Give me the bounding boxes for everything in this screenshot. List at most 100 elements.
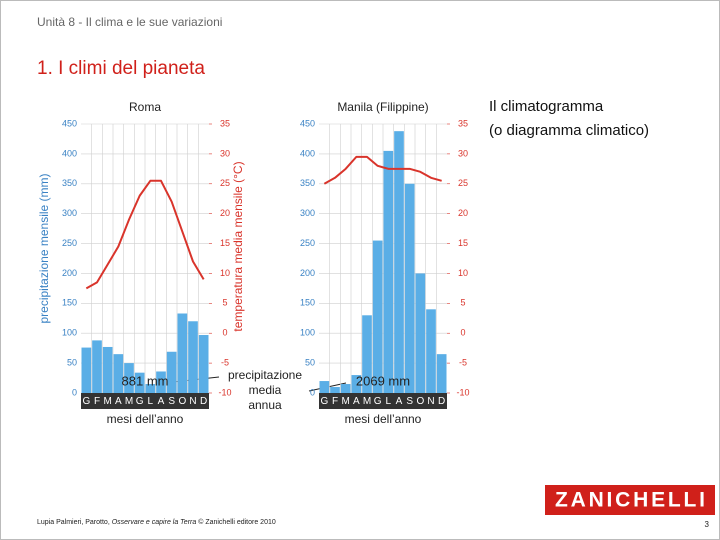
chart-title: Manila (Filippine) (337, 100, 428, 114)
bar (404, 183, 415, 393)
bar (319, 381, 330, 393)
bar (383, 150, 394, 393)
y2-tick-label: 5 (222, 298, 227, 308)
x-tick-label: M (125, 396, 133, 407)
x-tick-label: M (103, 396, 111, 407)
y2-tick-label: 35 (458, 118, 468, 128)
y2-axis-label: temperatura media mensile (°C) (231, 161, 245, 331)
bar (330, 387, 340, 393)
y-tick-label: 50 (305, 357, 315, 367)
x-tick-label: A (353, 396, 360, 407)
x-axis-label: mesi dell’anno (345, 412, 422, 426)
y2-tick-label: 30 (220, 148, 230, 158)
bar (166, 351, 177, 393)
bar (426, 309, 436, 393)
x-tick-label: O (416, 396, 424, 407)
y2-tick-label: 20 (220, 208, 230, 218)
chart-title: Roma (129, 100, 161, 114)
annotation: annua (248, 398, 282, 412)
y-tick-label: 150 (300, 298, 315, 308)
bar (124, 363, 134, 393)
bar (134, 372, 145, 393)
slide-title: 1. I climi del pianeta (37, 58, 205, 79)
page-number: 3 (705, 520, 710, 529)
y-axis-label: precipitazione mensile (mm) (37, 173, 51, 323)
header: Unità 8 - Il clima e le sue variazioni (37, 15, 222, 29)
x-tick-label: N (427, 396, 434, 407)
x-tick-label: L (386, 396, 392, 407)
bar (92, 340, 102, 393)
bar (156, 371, 166, 393)
y2-tick-label: 0 (222, 328, 227, 338)
y2-tick-label: 25 (220, 178, 230, 188)
y2-tick-label: 10 (458, 268, 468, 278)
footer-text: Lupia Palmieri, Parotto, (37, 519, 112, 526)
footer-text: Osservare e capire la Terra (111, 519, 197, 526)
bar (372, 240, 383, 393)
x-tick-label: G (374, 396, 382, 407)
y2-tick-label: -10 (218, 387, 231, 397)
logo: ZANICHELLI (555, 489, 705, 512)
x-tick-label: F (332, 396, 338, 407)
y2-tick-label: -5 (459, 357, 467, 367)
bar (198, 335, 209, 393)
bar (436, 354, 447, 393)
y-tick-label: 400 (62, 148, 77, 158)
y2-tick-label: 20 (458, 208, 468, 218)
bar (188, 321, 198, 393)
y-tick-label: 350 (62, 178, 77, 188)
y-tick-label: 250 (62, 238, 77, 248)
y2-tick-label: 0 (460, 328, 465, 338)
y-tick-label: 300 (62, 208, 77, 218)
y-tick-label: 400 (300, 148, 315, 158)
y-tick-label: 0 (310, 387, 315, 397)
y-tick-label: 450 (62, 118, 77, 128)
x-tick-label: D (200, 396, 207, 407)
x-axis-label: mesi dell’anno (107, 412, 184, 426)
bar (102, 346, 113, 393)
annotation: precipitazione (228, 368, 302, 382)
x-tick-label: M (363, 396, 371, 407)
y-tick-label: 450 (300, 118, 315, 128)
temperature-line (85, 179, 205, 290)
y-tick-label: 250 (300, 238, 315, 248)
bar (415, 273, 426, 393)
x-tick-label: G (320, 396, 328, 407)
total-annotation: 881 mm (122, 373, 169, 388)
footer-text: © Zanichelli editore 2010 (196, 519, 276, 526)
x-tick-label: M (341, 396, 349, 407)
x-tick-label: L (148, 396, 154, 407)
annotation: media (249, 383, 282, 397)
y2-tick-label: 35 (220, 118, 230, 128)
x-tick-label: O (178, 396, 186, 407)
y-tick-label: 100 (62, 328, 77, 338)
x-tick-label: N (189, 396, 196, 407)
total-annotation: 2069 mm (356, 373, 410, 388)
y2-tick-label: 5 (460, 298, 465, 308)
x-tick-label: A (158, 396, 165, 407)
x-tick-label: D (438, 396, 445, 407)
x-tick-label: G (82, 396, 90, 407)
bar (340, 384, 351, 393)
bar (394, 131, 404, 393)
month-strip (319, 393, 447, 409)
bar (113, 354, 124, 393)
x-tick-label: G (136, 396, 144, 407)
y2-tick-label: -10 (456, 387, 469, 397)
bar (362, 315, 372, 393)
bar (145, 384, 156, 393)
y2-tick-label: -5 (221, 357, 229, 367)
x-tick-label: F (94, 396, 100, 407)
bar (81, 347, 92, 393)
y2-tick-label: 25 (458, 178, 468, 188)
x-tick-label: A (396, 396, 403, 407)
y2-tick-label: 10 (220, 268, 230, 278)
x-tick-label: S (168, 396, 175, 407)
y-tick-label: 150 (62, 298, 77, 308)
y2-tick-label: 15 (458, 238, 468, 248)
y-tick-label: 100 (300, 328, 315, 338)
y-tick-label: 300 (300, 208, 315, 218)
caption: (o diagramma climatico) (489, 122, 649, 139)
y-tick-label: 50 (67, 357, 77, 367)
bar (351, 375, 362, 393)
